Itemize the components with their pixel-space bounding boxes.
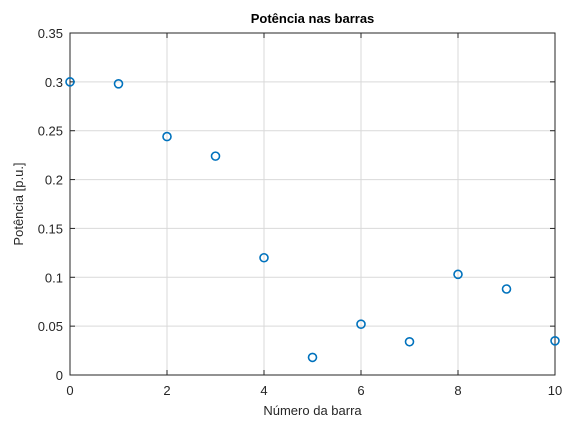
data-points: [65, 77, 560, 363]
x-tick-label: 8: [454, 383, 461, 398]
y-tick-label: 0.15: [38, 221, 63, 236]
y-tick-label: 0.35: [38, 26, 63, 41]
data-point: [404, 336, 415, 347]
x-tick-label: 2: [163, 383, 170, 398]
axes-box: [69, 32, 556, 376]
chart-title: Potência nas barras: [251, 11, 375, 26]
data-point: [65, 77, 75, 87]
x-axis-label: Número da barra: [263, 403, 362, 418]
data-point: [210, 151, 221, 161]
data-point: [162, 131, 172, 142]
data-point: [113, 79, 124, 89]
y-tick-label: 0: [56, 368, 63, 383]
y-tick-label: 0.25: [38, 124, 63, 139]
axis-ticks: 0 2 4 6 8 10 0 0.05 0.1 0.15 0.2 0.25 0.3 0.35: [38, 26, 562, 398]
y-tick-label: 0.3: [45, 75, 63, 90]
y-tick-label: 0.2: [45, 173, 63, 188]
x-tick-label: 0: [66, 383, 73, 398]
data-point: [356, 319, 366, 329]
x-tick-label: 4: [260, 383, 267, 398]
y-axis-label: Potência [p.u.]: [11, 162, 26, 245]
data-point: [259, 252, 269, 263]
x-tick-label: 6: [357, 383, 364, 398]
y-tick-label: 0.05: [38, 319, 63, 334]
data-point: [307, 352, 318, 363]
y-tick-label: 0.1: [45, 270, 63, 285]
x-tick-label: 10: [548, 383, 562, 398]
data-point: [501, 284, 512, 294]
data-point: [550, 335, 560, 346]
data-point: [453, 269, 463, 280]
